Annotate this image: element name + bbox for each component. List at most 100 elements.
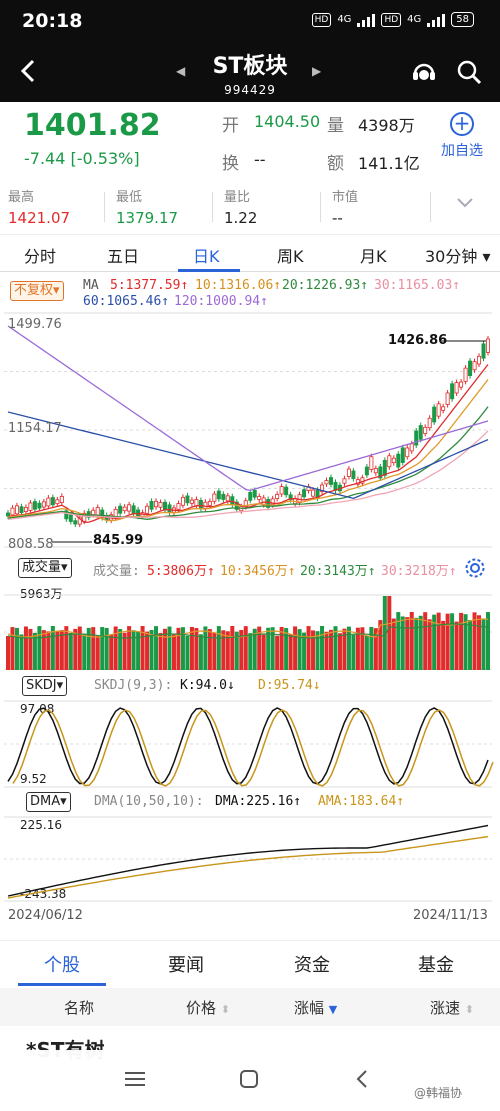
volume-bar <box>364 635 369 670</box>
kline-chart[interactable] <box>0 312 500 550</box>
candle <box>19 506 24 514</box>
skdj-d: D:95.74↓ <box>258 678 321 693</box>
volume-bar <box>64 626 69 670</box>
back-icon[interactable] <box>14 56 44 86</box>
volume-bar <box>171 634 176 670</box>
tab-intraday[interactable]: 分时 <box>24 247 57 266</box>
candle <box>145 505 150 514</box>
volume-bar <box>355 627 360 670</box>
tab-funds[interactable]: 基金 <box>418 955 454 976</box>
candle <box>270 498 275 506</box>
volume-bar <box>306 626 311 670</box>
search-icon[interactable] <box>455 58 483 86</box>
candle <box>409 443 414 452</box>
skdj-dropdown[interactable]: SKDJ▾ <box>22 676 68 696</box>
volume-value: 4398万 <box>358 116 415 135</box>
candle <box>414 430 419 446</box>
candle <box>180 496 185 506</box>
volume-bar <box>212 632 217 670</box>
home-icon[interactable] <box>238 1068 260 1090</box>
fq-dropdown[interactable]: 不复权▾ <box>10 281 64 301</box>
battery-icon: 58 <box>451 12 474 27</box>
stat-value: 1.22 <box>224 209 258 227</box>
tab-news[interactable]: 要闻 <box>168 955 204 976</box>
open-label: 开 <box>222 116 239 136</box>
ma30-line <box>7 430 489 521</box>
volume-bar <box>163 628 168 670</box>
tab-monthly-k[interactable]: 月K <box>360 247 387 266</box>
network-label: 4G <box>337 14 352 25</box>
settings-gear-icon[interactable] <box>464 557 486 579</box>
volume-chart[interactable] <box>0 594 500 672</box>
skdj-k: K:94.0↓ <box>180 678 235 693</box>
volume-bar <box>328 629 333 670</box>
dma-chart[interactable] <box>0 816 500 904</box>
volume-bar <box>486 612 490 670</box>
sort-desc-icon: ▼ <box>328 1003 338 1016</box>
skdj-chart[interactable] <box>0 700 500 790</box>
bottom-tabs: 个股 要闻 资金 基金 <box>0 940 500 986</box>
volume-bar <box>418 615 423 670</box>
volume-bar <box>360 627 365 670</box>
candle <box>284 486 289 496</box>
headset-icon[interactable] <box>410 58 438 86</box>
tab-stocks[interactable]: 个股 <box>44 955 80 976</box>
tab-30min-label: 30分钟 <box>425 247 478 266</box>
candle <box>477 355 482 365</box>
chevron-down-icon[interactable] <box>455 196 475 210</box>
dma-y-top: 225.16 <box>20 818 62 832</box>
stat-label: 量比 <box>224 190 251 205</box>
volume-bar <box>261 634 266 670</box>
tab-five-day[interactable]: 五日 <box>107 247 140 266</box>
amount-value: 141.1亿 <box>358 154 420 173</box>
volume-bar <box>55 631 60 670</box>
col-change[interactable]: 涨幅 ▼ <box>294 997 337 1018</box>
candle <box>485 338 490 353</box>
tab-30min[interactable]: 30分钟 ▾ <box>425 247 491 266</box>
candle <box>378 466 383 479</box>
volume-bar <box>293 626 298 670</box>
tab-capital[interactable]: 资金 <box>294 955 330 976</box>
candle <box>225 495 230 502</box>
tab-daily-k[interactable]: 日K <box>193 247 220 266</box>
add-watchlist-button[interactable]: + 加自选 <box>436 112 488 160</box>
volume-bar <box>445 613 450 670</box>
prev-stock-icon[interactable]: ◀ <box>176 64 186 78</box>
volume-bar <box>154 626 159 670</box>
table-header: 名称 价格 ⬍ 涨幅 ▼ 涨速 ⬍ <box>0 988 500 1026</box>
volume-bar <box>302 632 307 670</box>
col-speed[interactable]: 涨速 ⬍ <box>430 997 474 1018</box>
next-stock-icon[interactable]: ▶ <box>312 64 322 78</box>
tab-weekly-k[interactable]: 周K <box>277 247 304 266</box>
volume-bar <box>59 630 64 670</box>
high-marker-label: 1426.86 <box>388 333 448 348</box>
candle <box>73 520 78 525</box>
volume-bar <box>91 627 96 670</box>
ma10-line <box>7 379 489 522</box>
stat-value: 1379.17 <box>116 209 179 227</box>
col-price-label: 价格 <box>186 999 217 1017</box>
volume-bar <box>118 629 123 670</box>
period-tabs: 分时 五日 日K 周K 月K 30分钟 ▾ <box>0 234 500 272</box>
volume-bar <box>414 617 419 670</box>
volume-bar <box>216 626 221 670</box>
candle <box>198 500 203 509</box>
title-block: ST板块 994429 <box>150 48 350 97</box>
candle <box>328 477 333 485</box>
stat-market-cap: 市值 -- <box>324 186 358 231</box>
top-bar: 20:18 HD 4G HD 4G 58 ◀ ST板块 994429 ▶ <box>0 0 500 102</box>
candle <box>302 489 307 498</box>
volume-indicator-dropdown[interactable]: 成交量▾ <box>18 558 72 578</box>
dma-dropdown[interactable]: DMA▾ <box>26 792 71 812</box>
menu-icon[interactable] <box>124 1070 146 1088</box>
dma-value: DMA:225.16↑ <box>215 794 302 809</box>
last-price: 1401.82 <box>24 108 161 143</box>
candle <box>95 507 100 516</box>
volume-bar <box>463 614 468 670</box>
date-end: 2024/11/13 <box>413 908 488 923</box>
back-nav-icon[interactable] <box>352 1068 372 1090</box>
network-label-2: 4G <box>407 14 422 25</box>
vol-ma20-line <box>7 623 489 639</box>
col-price[interactable]: 价格 ⬍ <box>186 997 230 1018</box>
dma-line <box>7 824 489 897</box>
